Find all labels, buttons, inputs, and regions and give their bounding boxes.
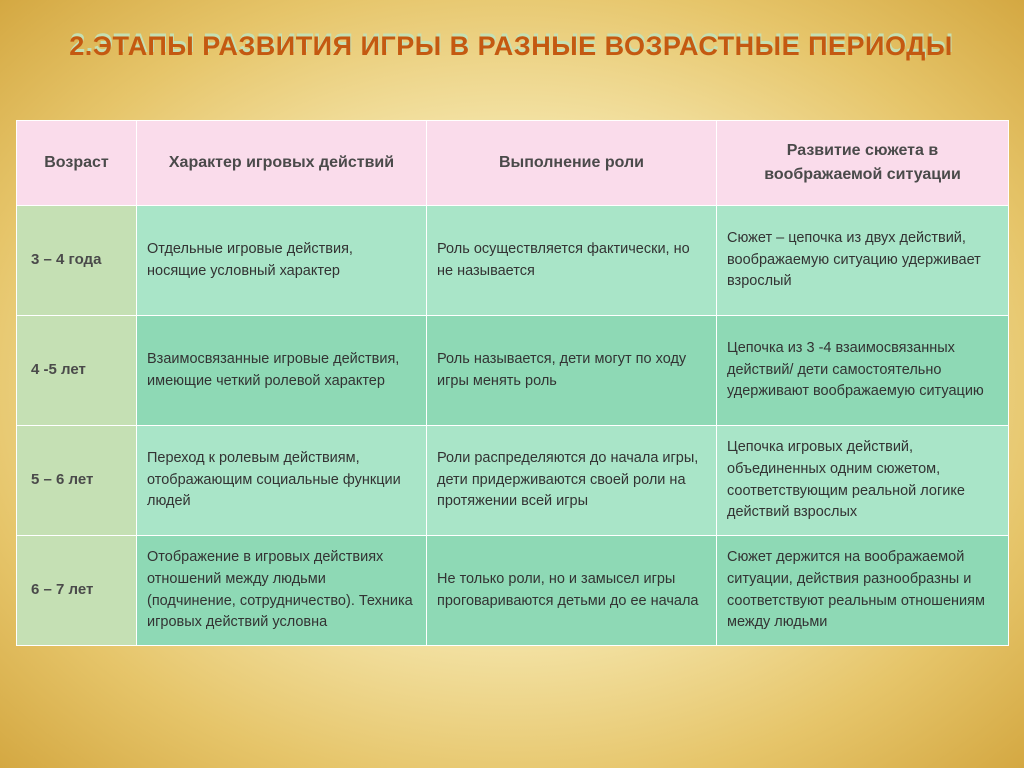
table-row: 5 – 6 лет Переход к ролевым действиям, о… [17, 426, 1009, 536]
header-char: Характер игровых действий [137, 121, 427, 206]
cell-age: 4 -5 лет [17, 316, 137, 426]
cell-plot: Сюжет держится на воображаемой ситуации,… [717, 536, 1009, 646]
table-row: 3 – 4 года Отдельные игровые действия, н… [17, 206, 1009, 316]
slide-title: 2.ЭТАПЫ РАЗВИТИЯ ИГРЫ В РАЗНЫЕ ВОЗРАСТНЫ… [16, 28, 1008, 90]
cell-char: Переход к ролевым действиям, отображающи… [137, 426, 427, 536]
cell-char: Отображение в игровых действиях отношени… [137, 536, 427, 646]
header-age: Возраст [17, 121, 137, 206]
cell-role: Роль осуществляется фактически, но не на… [427, 206, 717, 316]
cell-plot: Сюжет – цепочка из двух действий, вообра… [717, 206, 1009, 316]
title-main: 2.ЭТАПЫ РАЗВИТИЯ ИГРЫ В РАЗНЫЕ ВОЗРАСТНЫ… [69, 31, 953, 61]
cell-age: 5 – 6 лет [17, 426, 137, 536]
cell-age: 6 – 7 лет [17, 536, 137, 646]
cell-plot: Цепочка из 3 -4 взаимосвязанных действий… [717, 316, 1009, 426]
cell-char: Взаимосвязанные игровые действия, имеющи… [137, 316, 427, 426]
cell-age: 3 – 4 года [17, 206, 137, 316]
table-row: 4 -5 лет Взаимосвязанные игровые действи… [17, 316, 1009, 426]
header-role: Выполнение роли [427, 121, 717, 206]
cell-role: Не только роли, но и замысел игры прогов… [427, 536, 717, 646]
cell-plot: Цепочка игровых действий, объединенных о… [717, 426, 1009, 536]
table-header-row: Возраст Характер игровых действий Выполн… [17, 121, 1009, 206]
table-row: 6 – 7 лет Отображение в игровых действия… [17, 536, 1009, 646]
stages-table: Возраст Характер игровых действий Выполн… [16, 120, 1009, 646]
cell-char: Отдельные игровые действия, носящие усло… [137, 206, 427, 316]
header-plot: Развитие сюжета в воображаемой ситуации [717, 121, 1009, 206]
cell-role: Роли распределяются до начала игры, дети… [427, 426, 717, 536]
cell-role: Роль называется, дети могут по ходу игры… [427, 316, 717, 426]
